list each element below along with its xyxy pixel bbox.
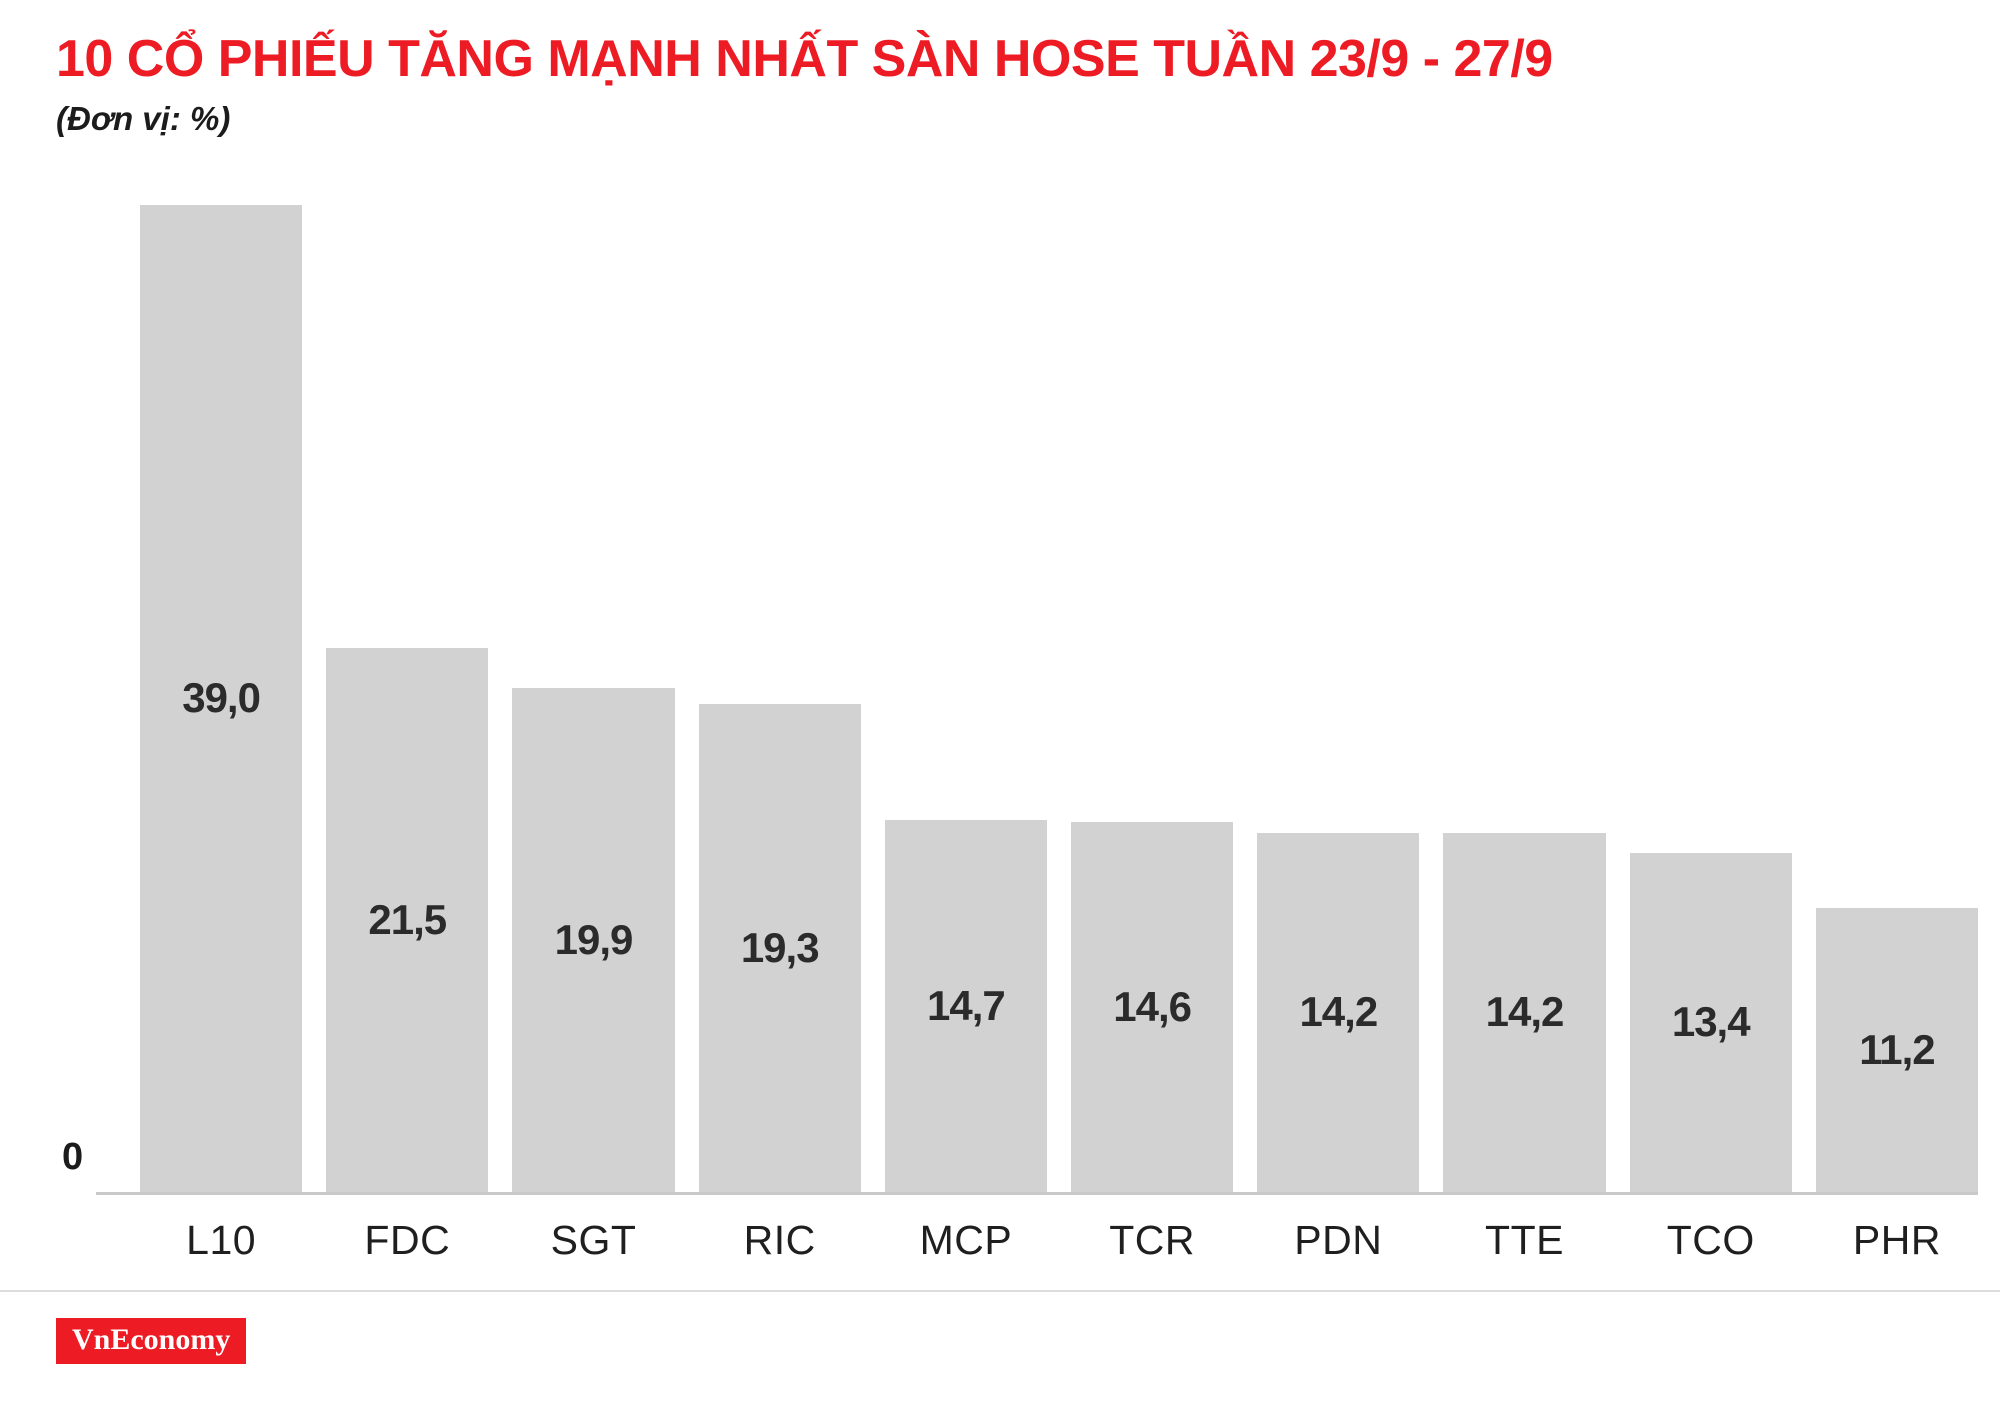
bar-slot-RIC: 19,3: [698, 180, 861, 1192]
chart-page: 10 CỔ PHIẾU TĂNG MẠNH NHẤT SÀN HOSE TUẦN…: [0, 30, 2000, 1403]
bar-slot-SGT: 19,9: [512, 180, 675, 1192]
bar-value-label-SGT: 19,9: [554, 916, 634, 964]
x-axis-label-MCP: MCP: [919, 1216, 1013, 1263]
y-axis-zero-label: 0: [62, 1135, 84, 1178]
x-axis-label-RIC: RIC: [743, 1216, 816, 1263]
footer-separator-line: [0, 1289, 2000, 1292]
plot-bars: 39,0 21,5 19,9 19,3 14,7 14,6 14,2 14,2 13,4 11,2: [96, 180, 1979, 1195]
x-axis-label-L10: L10: [186, 1216, 257, 1263]
bar-value-label-FDC: 21,5: [368, 895, 447, 943]
chart-unit-label: (Đơn vị: %): [56, 99, 231, 137]
bar-slot-PHR: 11,2: [1815, 180, 1979, 1192]
bar-slot-PDN: 14,2: [1257, 180, 1420, 1192]
chart-header: 10 CỔ PHIẾU TĂNG MẠNH NHẤT SÀN HOSE TUẦN…: [56, 30, 1944, 138]
bar-value-label-RIC: 19,3: [740, 923, 820, 971]
bar-slot-TTE: 14,2: [1443, 180, 1606, 1192]
bar-value-label-TCR: 14,6: [1113, 983, 1192, 1031]
bar-chart: 0 39,0 21,5 19,9 19,3 14,7 14,6 14,2 14,2 13,4 11…: [0, 180, 2000, 1264]
bar-slot-MCP: 14,7: [884, 180, 1048, 1192]
bar-slot-TCR: 14,6: [1071, 180, 1234, 1192]
x-axis-label-FDC: FDC: [364, 1216, 451, 1263]
bar-TCR: 14,6: [1071, 822, 1234, 1192]
bar-value-label-PDN: 14,2: [1299, 988, 1378, 1036]
bar-slot-TCO: 13,4: [1629, 180, 1792, 1192]
bar-slot-L10: 39,0: [140, 180, 303, 1192]
bar-FDC: 21,5: [326, 647, 489, 1192]
bar-value-label-L10: 39,0: [182, 674, 261, 722]
x-axis-label-PDN: PDN: [1294, 1216, 1383, 1263]
bar-TTE: 14,2: [1443, 832, 1606, 1192]
bar-PDN: 14,2: [1257, 832, 1420, 1192]
x-axis-label-TTE: TTE: [1485, 1216, 1564, 1263]
bar-slot-FDC: 21,5: [326, 180, 489, 1192]
bar-PHR: 11,2: [1815, 908, 1979, 1192]
x-axis-label-TCR: TCR: [1109, 1216, 1195, 1263]
chart-title: 10 CỔ PHIẾU TĂNG MẠNH NHẤT SÀN HOSE TUẦN…: [56, 30, 1553, 88]
x-axis-label-TCO: TCO: [1666, 1216, 1755, 1263]
bar-value-label-PHR: 11,2: [1859, 1026, 1935, 1074]
bar-value-label-TCO: 13,4: [1671, 998, 1751, 1046]
bar-MCP: 14,7: [884, 819, 1048, 1192]
plot-area: 39,0 21,5 19,9 19,3 14,7 14,6 14,2 14,2 13,4 11,2…: [96, 180, 1979, 1264]
bar-value-label-TTE: 14,2: [1485, 988, 1565, 1036]
vneconomy-logo: VnEconomy: [56, 1317, 247, 1364]
bar-TCO: 13,4: [1629, 852, 1792, 1192]
bar-L10: 39,0: [140, 205, 303, 1192]
x-axis-label-SGT: SGT: [550, 1216, 637, 1263]
x-axis-labels: L10 FDC SGT RIC MCP TCR PDN TTE TCO PHR: [140, 1217, 1978, 1264]
x-axis-label-PHR: PHR: [1852, 1216, 1941, 1263]
bar-RIC: 19,3: [698, 703, 861, 1192]
bar-SGT: 19,9: [512, 688, 675, 1192]
bar-value-label-MCP: 14,7: [927, 981, 1006, 1029]
